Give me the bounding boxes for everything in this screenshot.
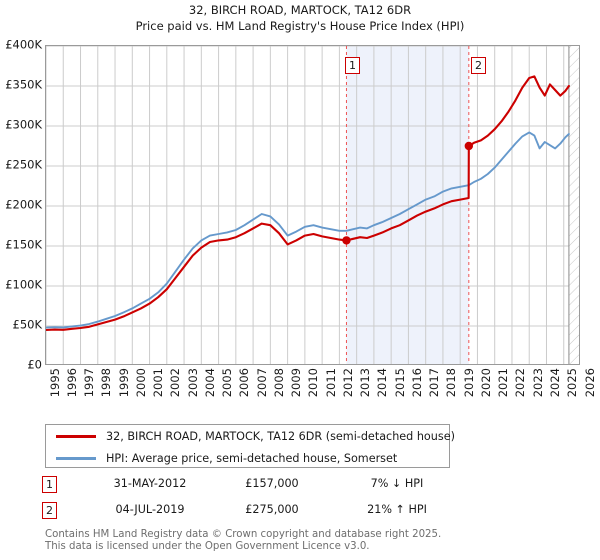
x-axis-tick-label: 2003	[185, 368, 200, 398]
x-axis-tick-label: 2018	[444, 368, 459, 398]
x-axis-tick-label: 2021	[496, 368, 511, 398]
x-axis-tick-label: 1998	[99, 368, 114, 398]
footer-attribution: Contains HM Land Registry data © Crown c…	[45, 529, 585, 553]
chart-callout-2[interactable]: 2	[471, 57, 486, 74]
x-axis-tick-label: 2006	[237, 368, 252, 398]
transaction-price-2: £275,000	[245, 503, 299, 516]
chart-plot-area	[45, 45, 580, 365]
transaction-date-2: 04-JUL-2019	[115, 503, 185, 516]
x-axis-tick-label: 2001	[151, 368, 166, 398]
x-axis-tick-label: 2017	[427, 368, 442, 398]
transaction-index-1: 1	[42, 476, 57, 493]
x-axis-tick-label: 2013	[358, 368, 373, 398]
x-axis-tick-label: 2020	[478, 368, 493, 398]
x-axis-tick-label: 2008	[271, 368, 286, 398]
x-axis-tick-label: 2004	[202, 368, 217, 398]
transaction-hpi-delta-1: 7% ↓ HPI	[370, 477, 424, 490]
y-axis-labels: £0 £50K £100K £150K £200K £250K £300K £350K £400…	[0, 39, 43, 371]
y-axis-tick-label: £200K	[5, 197, 42, 212]
table-row[interactable]: 1 31-MAY-2012 £157,000 7% ↓ HPI	[42, 474, 462, 500]
transaction-index-2: 2	[42, 502, 57, 519]
x-axis-tick-label: 2014	[375, 368, 390, 398]
y-axis-tick-label: £350K	[5, 77, 42, 92]
x-axis-tick-label: 1995	[47, 368, 62, 398]
x-axis-tick-label: 2016	[409, 368, 424, 398]
legend-swatch-property	[56, 434, 96, 438]
y-axis-tick-label: £150K	[5, 237, 42, 252]
x-axis-tick-label: 1996	[64, 368, 79, 398]
x-axis-tick-label: 2024	[547, 368, 562, 398]
transaction-date-1: 31-MAY-2012	[113, 477, 187, 490]
x-axis-tick-label: 2010	[306, 368, 321, 398]
x-axis-tick-label: 2015	[392, 368, 407, 398]
legend-swatch-hpi	[56, 456, 96, 460]
x-axis-labels: 1995 1996 1997 1998 1999 2000 2001 2002 2003 2004…	[45, 368, 597, 414]
legend-label-hpi: HPI: Average price, semi-detached house,…	[106, 451, 398, 465]
y-axis-tick-label: £250K	[5, 157, 42, 172]
x-axis-tick-label: 2025	[565, 368, 580, 398]
transactions-table: 1 31-MAY-2012 £157,000 7% ↓ HPI 2 04-JUL…	[42, 474, 462, 526]
page-subtitle: Price paid vs. HM Land Registry's House …	[135, 19, 465, 33]
y-axis-tick-label: £300K	[5, 117, 42, 132]
transaction-hpi-delta-2: 21% ↑ HPI	[367, 503, 427, 516]
x-axis-tick-label: 1997	[82, 368, 97, 398]
chart-callout-1[interactable]: 1	[345, 57, 360, 74]
footer-line-2: This data is licensed under the Open Gov…	[45, 541, 370, 552]
x-axis-tick-label: 2000	[133, 368, 148, 398]
x-axis-tick-label: 2026	[582, 368, 597, 398]
y-axis-tick-label: £0	[27, 357, 42, 372]
page-title: 32, BIRCH ROAD, MARTOCK, TA12 6DR	[188, 3, 412, 17]
y-axis-tick-label: £400K	[5, 37, 42, 52]
table-row[interactable]: 2 04-JUL-2019 £275,000 21% ↑ HPI	[42, 500, 462, 526]
transaction-price-1: £157,000	[245, 477, 299, 490]
x-axis-tick-label: 2011	[323, 368, 338, 398]
x-axis-tick-label: 2007	[254, 368, 269, 398]
x-axis-tick-label: 2005	[220, 368, 235, 398]
chart-legend: 32, BIRCH ROAD, MARTOCK, TA12 6DR (semi-…	[45, 424, 455, 469]
x-axis-tick-label: 2002	[168, 368, 183, 398]
chart-title-block: 32, BIRCH ROAD, MARTOCK, TA12 6DR Price …	[0, 2, 600, 34]
legend-item-hpi: HPI: Average price, semi-detached house,…	[46, 447, 449, 469]
legend-item-property: 32, BIRCH ROAD, MARTOCK, TA12 6DR (semi-…	[46, 425, 455, 447]
y-axis-tick-label: £50K	[12, 317, 43, 332]
y-axis-tick-label: £100K	[5, 277, 42, 292]
price-history-line-chart	[46, 46, 579, 364]
x-axis-tick-label: 2019	[461, 368, 476, 398]
x-axis-tick-label: 1999	[116, 368, 131, 398]
x-axis-tick-label: 2022	[513, 368, 528, 398]
x-axis-tick-label: 2009	[289, 368, 304, 398]
legend-label-property: 32, BIRCH ROAD, MARTOCK, TA12 6DR (semi-…	[106, 429, 455, 443]
footer-line-1: Contains HM Land Registry data © Crown c…	[45, 529, 442, 540]
x-axis-tick-label: 2012	[340, 368, 355, 398]
x-axis-tick-label: 2023	[530, 368, 545, 398]
